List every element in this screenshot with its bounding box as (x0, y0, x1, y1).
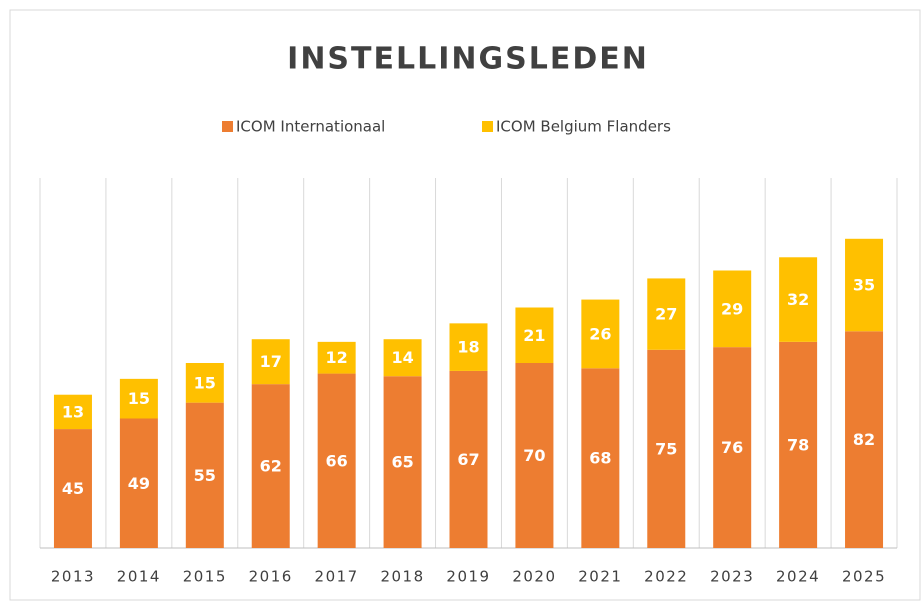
data-label: 29 (721, 299, 743, 318)
bar-segment (119, 378, 158, 419)
x-tick-label: 2022 (644, 568, 688, 586)
bar-segment (779, 341, 818, 548)
data-label: 32 (787, 290, 809, 309)
bar-segment (713, 270, 752, 348)
bar-segment (845, 238, 884, 332)
data-label: 27 (655, 305, 677, 324)
data-label: 49 (128, 474, 150, 493)
x-tick-label: 2018 (380, 568, 424, 586)
legend-swatch (482, 121, 493, 132)
x-tick-label: 2023 (710, 568, 754, 586)
bar-segment (449, 323, 488, 371)
bar-segment (53, 394, 92, 430)
data-label: 12 (326, 348, 348, 367)
x-tick-label: 2015 (183, 568, 227, 586)
data-label: 62 (260, 457, 282, 476)
bar-segment (581, 299, 620, 369)
bar-segment (383, 376, 422, 548)
bar-segment (515, 307, 554, 363)
data-label: 18 (457, 338, 479, 357)
data-label: 78 (787, 435, 809, 454)
x-tick-label: 2024 (776, 568, 820, 586)
data-label: 13 (62, 402, 84, 421)
data-label: 55 (194, 466, 216, 485)
data-label: 15 (128, 389, 150, 408)
data-label: 68 (589, 449, 611, 468)
chart-title: INSTELLINGSLEDEN (287, 42, 649, 77)
x-tick-label: 2020 (512, 568, 556, 586)
bar-segment (779, 257, 818, 342)
x-tick-label: 2014 (117, 568, 161, 586)
bar-segment (185, 402, 224, 548)
bar-segment (251, 384, 290, 548)
x-tick-label: 2025 (842, 568, 886, 586)
data-label: 14 (391, 348, 413, 367)
bar-segment (581, 368, 620, 548)
data-label: 21 (523, 326, 545, 345)
bar-segment (383, 339, 422, 377)
data-label: 75 (655, 439, 677, 458)
x-tick-label: 2021 (578, 568, 622, 586)
data-label: 67 (457, 450, 479, 469)
bar-segment (647, 278, 686, 350)
data-label: 82 (853, 430, 875, 449)
bar-segment (119, 418, 158, 548)
x-tick-label: 2017 (315, 568, 359, 586)
data-label: 66 (326, 451, 348, 470)
data-label: 17 (260, 352, 282, 371)
bar-segment (449, 370, 488, 548)
x-tick-label: 2016 (249, 568, 293, 586)
data-label: 26 (589, 324, 611, 343)
bar-segment (53, 429, 92, 548)
bar-segment (317, 341, 356, 374)
bar-segment (845, 331, 884, 548)
x-tick-label: 2019 (446, 568, 490, 586)
data-label: 45 (62, 479, 84, 498)
bar-segment (251, 339, 290, 385)
data-label: 35 (853, 276, 875, 295)
bar-segment (317, 373, 356, 548)
legend-label: ICOM Belgium Flanders (496, 118, 671, 136)
bar-segment (647, 349, 686, 548)
data-label: 15 (194, 373, 216, 392)
bar-segment (185, 363, 224, 403)
x-tick-label: 2013 (51, 568, 95, 586)
data-label: 65 (391, 453, 413, 472)
bar-segment (515, 363, 554, 548)
bar-segment (713, 347, 752, 548)
data-label: 70 (523, 446, 545, 465)
data-label: 76 (721, 438, 743, 457)
legend-swatch (222, 121, 233, 132)
legend-label: ICOM Internationaal (236, 118, 385, 136)
